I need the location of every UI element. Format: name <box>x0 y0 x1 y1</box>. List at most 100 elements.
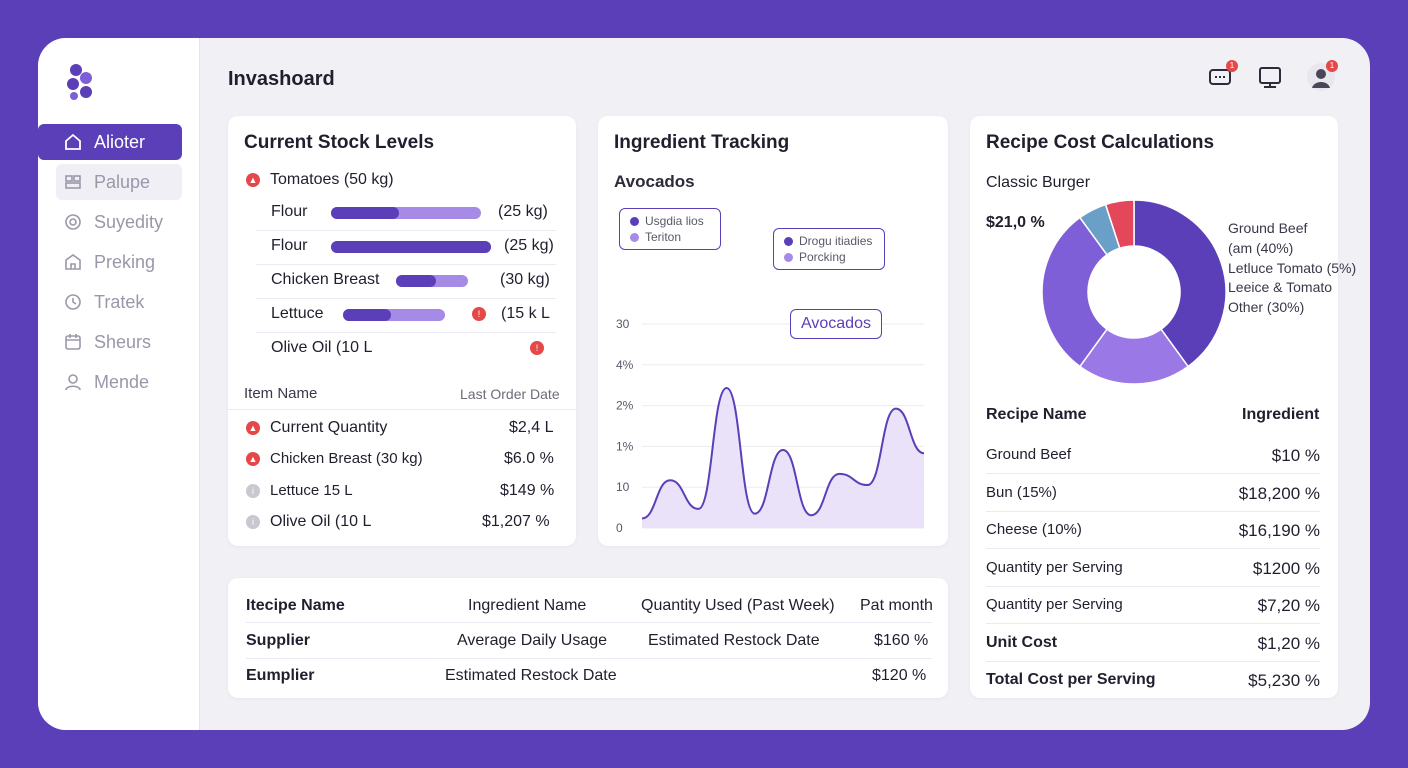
app-logo-icon <box>67 64 92 100</box>
chart-legend: Drogu itiadies Porcking <box>773 228 885 270</box>
recipe-cost-donut-chart <box>1041 199 1227 385</box>
recipe-name: Classic Burger <box>986 174 1091 191</box>
row-cell: $160 % <box>874 632 929 649</box>
row-separator <box>986 548 1320 549</box>
sidebar-item-label: Alioter <box>94 131 146 152</box>
profile-avatar[interactable]: 1 <box>1306 60 1338 92</box>
pie-total-label: $21,0 % <box>986 214 1045 231</box>
pie-slice <box>1104 199 1135 250</box>
row-name: Unit Cost <box>986 633 1058 651</box>
row-value: $2,4 L <box>509 419 554 436</box>
ingredient-tracking-card: Ingredient Tracking Avocados Usgdia lios… <box>598 116 948 546</box>
row-value: $1200 % <box>1252 558 1320 578</box>
notification-badge: 1 <box>1226 60 1238 72</box>
sidebar-item-sheurs[interactable]: Sheurs <box>56 324 182 360</box>
column-header[interactable]: Ingredient Name <box>468 597 587 614</box>
column-header-ingredient[interactable]: Ingredient <box>1242 406 1320 423</box>
alert-icon: ! <box>530 341 544 355</box>
sidebar-item-palupe[interactable]: Palupe <box>56 164 182 200</box>
stock-item-name: Chicken Breast <box>271 271 380 288</box>
column-header-recipe-name[interactable]: Recipe Name <box>986 406 1087 423</box>
series-line <box>641 386 925 520</box>
row-name: Total Cost per Serving <box>986 671 1156 688</box>
alert-icon: ▲ <box>246 421 260 435</box>
sidebar-item-alioter[interactable]: Alioter <box>38 124 182 160</box>
column-header[interactable]: Pat month <box>860 597 933 614</box>
stock-alert-label: Tomatoes (50 kg) <box>270 171 394 188</box>
sidebar-item-label: Sheurs <box>94 331 152 352</box>
usage-table-card: Itecipe Name Ingredient Name Quantity Us… <box>228 578 948 698</box>
row-name: Ground Beef <box>986 446 1072 463</box>
stock-item-qty: (15 k L <box>501 305 550 322</box>
row-separator <box>986 510 1320 512</box>
chat-icon <box>1209 69 1231 85</box>
grid-icon <box>65 175 81 189</box>
stock-item-name: Flour <box>271 203 308 220</box>
calendar-icon <box>65 334 81 350</box>
stock-bar <box>331 241 491 253</box>
sidebar-item-label: Palupe <box>94 171 151 192</box>
sidebar-nav: Alioter Palupe Suyedity Preking Tratek S… <box>38 124 200 404</box>
ingredient-area-chart: 304%2%1%1002410303016 <box>616 317 925 535</box>
y-tick-label: 2% <box>616 399 634 413</box>
row-cell: Supplier <box>246 632 311 649</box>
sidebar-item-mende[interactable]: Mende <box>56 364 182 400</box>
row-value: $1,20 % <box>1257 633 1320 653</box>
alert-icon: ! <box>472 307 486 321</box>
row-separator <box>986 623 1320 624</box>
alert-icon: ▲ <box>246 173 260 187</box>
stock-bar <box>396 275 468 287</box>
display-button[interactable] <box>1256 62 1286 92</box>
sidebar-item-suyedity[interactable]: Suyedity <box>56 204 182 240</box>
recipe-card-title: Recipe Cost Calculations <box>986 132 1215 153</box>
info-icon: i <box>246 484 260 498</box>
row-name: Cheese (10%) <box>986 521 1082 538</box>
monitor-icon <box>1259 67 1281 88</box>
chart-tooltip: Avocados <box>790 309 882 339</box>
row-value: $149 % <box>500 482 555 499</box>
messages-button[interactable]: 1 <box>1206 60 1238 92</box>
target-icon <box>65 214 81 230</box>
row-name: Bun (15%) <box>986 483 1057 501</box>
stock-bar <box>343 309 445 321</box>
user-icon <box>65 374 81 391</box>
recipe-cost-card: Recipe Cost Calculations Classic Burger … <box>970 116 1356 698</box>
stock-card-title: Current Stock Levels <box>244 132 435 153</box>
legend-label: Teriton <box>645 230 682 244</box>
row-name: Olive Oil (10 L <box>270 513 372 530</box>
legend-label: Usgdia lios <box>645 214 704 228</box>
row-name: Quantity per Serving <box>986 596 1123 613</box>
box-icon <box>65 254 81 270</box>
row-cell: Estimated Restock Date <box>648 632 820 649</box>
row-value: $10 % <box>1271 446 1320 465</box>
row-value: $1,207 % <box>482 513 550 530</box>
clock-icon <box>65 294 81 310</box>
pie-slice <box>1133 199 1227 368</box>
profile-badge: 1 <box>1326 60 1338 72</box>
column-header[interactable]: Quantity Used (Past Week) <box>641 597 835 614</box>
pie-legend-label: (am (40%) <box>1228 240 1294 256</box>
home-icon <box>65 133 81 150</box>
row-value: $6.0 % <box>504 450 554 467</box>
stock-item-name: Lettuce <box>271 305 324 322</box>
pie-legend-label: Other (30%) <box>1228 299 1305 315</box>
sidebar-item-tratek[interactable]: Tratek <box>56 284 182 320</box>
sidebar-item-label: Tratek <box>94 291 145 312</box>
pie-legend-label: Letluce Tomato (5%) <box>1228 260 1357 276</box>
pie-slice <box>1041 216 1109 368</box>
stock-alert-row[interactable]: ▲ Tomatoes (50 kg) <box>246 163 576 197</box>
sidebar-item-preking[interactable]: Preking <box>56 244 182 280</box>
y-tick-label: 1% <box>616 439 634 453</box>
row-name: Current Quantity <box>270 419 388 436</box>
column-header-item-name[interactable]: Item Name <box>244 385 318 402</box>
legend-label: Drogu itiadies <box>799 234 873 248</box>
page-title: Invashoard <box>228 68 335 90</box>
y-tick-label: 30 <box>616 317 630 331</box>
row-value: $5,230 % <box>1248 671 1320 690</box>
row-cell: Average Daily Usage <box>457 632 608 649</box>
legend-label: Porcking <box>799 250 846 264</box>
row-separator <box>986 660 1320 662</box>
column-header[interactable]: Itecipe Name <box>246 597 345 614</box>
column-header-last-order[interactable]: Last Order Date <box>460 386 560 402</box>
stock-bar <box>331 207 481 219</box>
